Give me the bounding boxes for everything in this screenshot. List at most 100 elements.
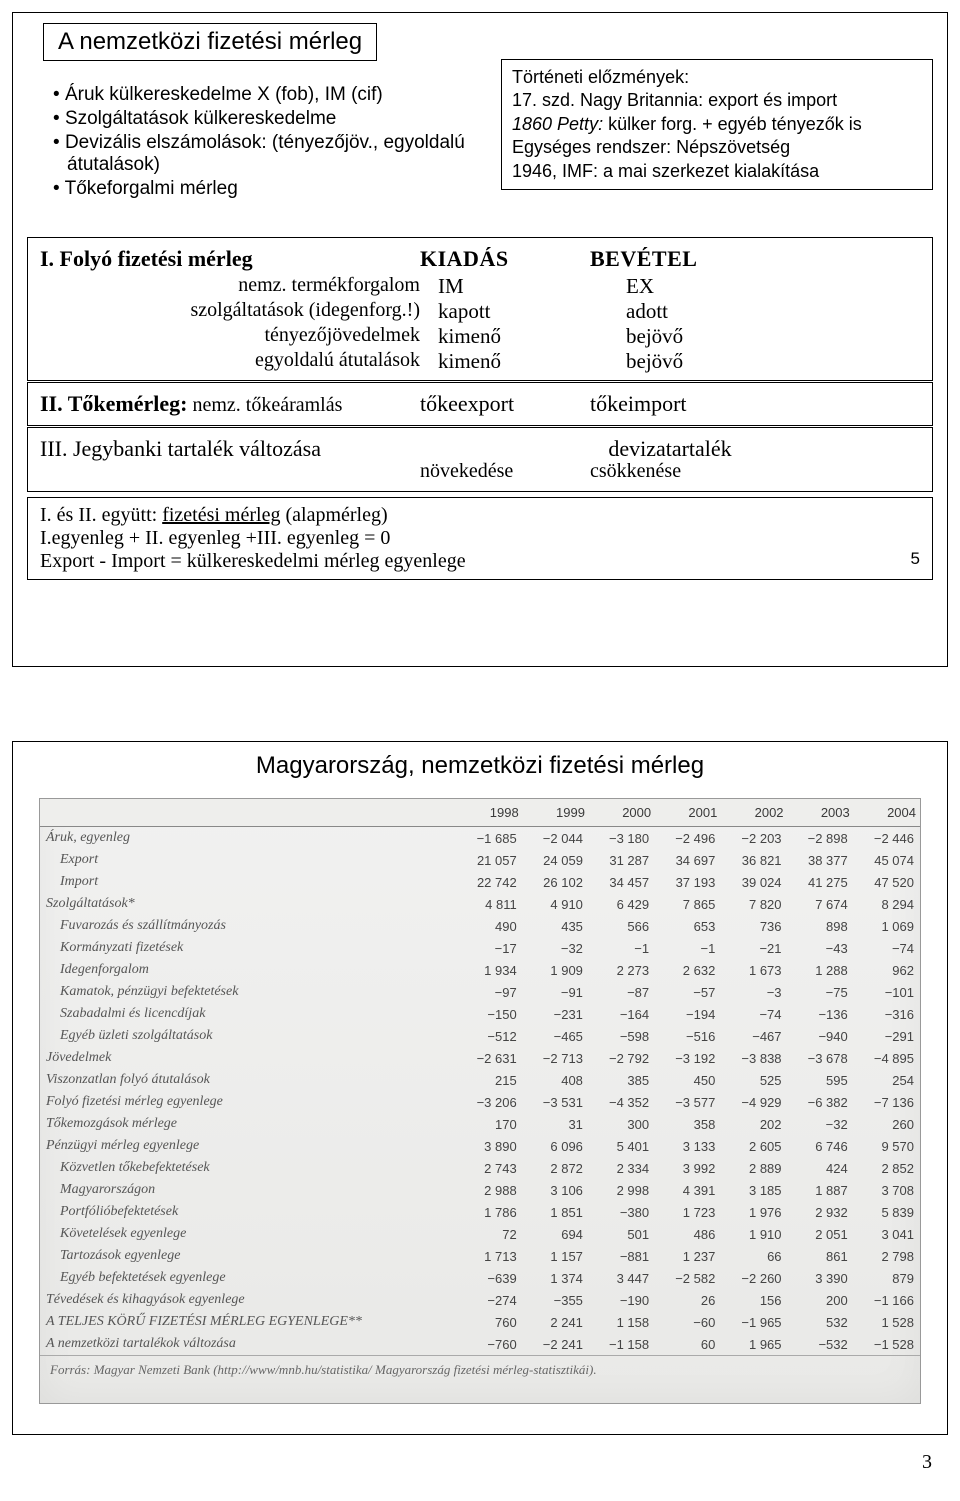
row-value: 694 [523,1223,589,1245]
balance-row-kiadas: kapott [420,299,608,324]
row-value: 4 391 [655,1179,721,1201]
row-value: 2 632 [655,959,721,981]
row-value: 31 287 [589,849,655,871]
row-value: −7 136 [854,1091,920,1113]
balance-h1: I. Folyó fizetési mérleg [40,246,420,272]
row-value: 2 334 [589,1157,655,1179]
balance-section-3: III. Jegybanki tartalék változása deviza… [27,427,933,492]
row-value: 2 605 [721,1135,787,1157]
balance-row-bevetel: bejövő [608,324,776,349]
row-value: −465 [523,1025,589,1047]
row-value: −74 [854,937,920,959]
row-value: 962 [854,959,920,981]
bullet-item: Áruk külkereskedelme X (fob), IM (cif) [53,84,533,106]
row-value: 60 [655,1333,721,1355]
row-value: −17 [457,937,523,959]
row-value: 2 872 [523,1157,589,1179]
balance-section-2: II. Tőkemérleg: nemz. tőkeáramlás tőkeex… [27,382,933,426]
table-row: Közvetlen tőkebefektetések2 7432 8722 33… [40,1157,920,1179]
row-value: 6 096 [523,1135,589,1157]
year-header: 2004 [854,799,920,827]
balance-data-table: 1998199920002001200220032004 Áruk, egyen… [40,799,920,1355]
row-value: 22 742 [457,871,523,893]
row-value: 200 [788,1289,854,1311]
row-value: −3 838 [721,1047,787,1069]
row-value: 7 674 [788,893,854,915]
row-value: −2 631 [457,1047,523,1069]
row-value: 1 237 [655,1245,721,1267]
balance-row-kiadas: kimenő [420,349,608,374]
row-value: −4 895 [854,1047,920,1069]
row-label: Követelések egyenlege [40,1223,457,1245]
summary-line: I. és II. együtt: fizetési mérleg (alapm… [40,504,920,527]
row-label: Fuvarozás és szállítmányozás [40,915,457,937]
row-value: 37 193 [655,871,721,893]
table-row: Jövedelmek−2 631−2 713−2 792−3 192−3 838… [40,1047,920,1069]
row-value: 31 [523,1113,589,1135]
row-value: 736 [721,915,787,937]
row-value: 490 [457,915,523,937]
row-value: 215 [457,1069,523,1091]
row-value: 1 157 [523,1245,589,1267]
row-label: Kamatok, pénzügyi befektetések [40,981,457,1003]
year-header: 2002 [721,799,787,827]
row-value: 26 [655,1289,721,1311]
row-value: 4 811 [457,893,523,915]
row-value: −2 241 [523,1333,589,1355]
row-value: 358 [655,1113,721,1135]
row-value: 8 294 [854,893,920,915]
row-value: −3 577 [655,1091,721,1113]
row-value: −3 678 [788,1047,854,1069]
summary-line: Export - Import = külkereskedelmi mérleg… [40,550,920,573]
balance-row-kiadas: kimenő [420,324,608,349]
row-value: −136 [788,1003,854,1025]
row-value: −3 206 [457,1091,523,1113]
row-value: 1 528 [854,1311,920,1333]
row-value: −60 [655,1311,721,1333]
row-value: −512 [457,1025,523,1047]
history-box: Történeti előzmények: 17. szd. Nagy Brit… [501,59,933,190]
table-row: A TELJES KÖRŰ FIZETÉSI MÉRLEG EGYENLEGE*… [40,1311,920,1333]
row-value: 5 839 [854,1201,920,1223]
row-value: −598 [589,1025,655,1047]
slide-5: A nemzetközi fizetési mérleg Áruk külker… [12,12,948,667]
history-line: Történeti előzmények: [512,66,922,89]
bullet-item: Devizális elszámolások: (tényezőjöv., eg… [53,132,533,176]
sect3-r: csökkenése [590,460,740,483]
row-label: Egyéb üzleti szolgáltatások [40,1025,457,1047]
row-value: 7 820 [721,893,787,915]
row-value: 5 401 [589,1135,655,1157]
row-value: 525 [721,1069,787,1091]
row-value: 595 [788,1069,854,1091]
row-value: −355 [523,1289,589,1311]
row-value: 424 [788,1157,854,1179]
row-value: 1 288 [788,959,854,981]
row-value: −4 929 [721,1091,787,1113]
summary-box: I. és II. együtt: fizetési mérleg (alapm… [27,497,933,580]
row-value: 2 241 [523,1311,589,1333]
sect3-top: devizatartalék [420,436,920,462]
row-value: 2 743 [457,1157,523,1179]
row-label: A nemzetközi tartalékok változása [40,1333,457,1355]
balance-table-image: 1998199920002001200220032004 Áruk, egyen… [39,798,921,1404]
row-value: −97 [457,981,523,1003]
row-value: 3 041 [854,1223,920,1245]
row-value: −43 [788,937,854,959]
balance-row-label: tényezőjövedelmek [40,324,420,349]
row-value: 34 697 [655,849,721,871]
row-value: −881 [589,1245,655,1267]
balance-row-bevetel: EX [608,274,776,299]
row-label: Viszonzatlan folyó átutalások [40,1069,457,1091]
table-row: A nemzetközi tartalékok változása−760−2 … [40,1333,920,1355]
row-value: 2 051 [788,1223,854,1245]
row-value: 3 992 [655,1157,721,1179]
footer-page-number: 3 [0,1447,960,1494]
row-value: 861 [788,1245,854,1267]
row-value: −3 192 [655,1047,721,1069]
table-row: Kormányzati fizetések−17−32−1−1−21−43−74 [40,937,920,959]
balance-row-bevetel: adott [608,299,776,324]
row-value: 898 [788,915,854,937]
row-value: 38 377 [788,849,854,871]
row-value: 435 [523,915,589,937]
row-value: 4 910 [523,893,589,915]
